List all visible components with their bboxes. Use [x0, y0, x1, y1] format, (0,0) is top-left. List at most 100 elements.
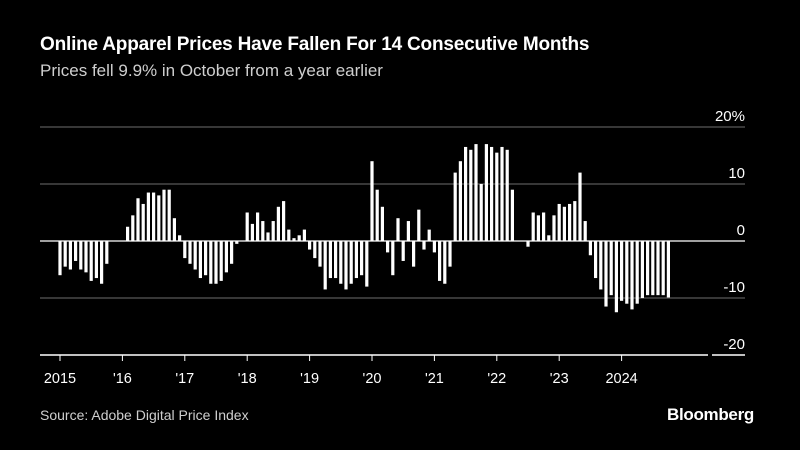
bar: [505, 149, 509, 241]
bar: [656, 241, 660, 296]
bar: [204, 241, 208, 276]
axes: [40, 240, 745, 361]
x-tick-label: '19: [300, 371, 319, 387]
bar: [339, 241, 343, 284]
bar: [105, 241, 109, 264]
x-tick-label: 2015: [44, 371, 76, 387]
bar: [313, 241, 317, 259]
bar: [193, 241, 197, 270]
bar: [162, 189, 166, 241]
bar: [209, 241, 213, 284]
bar: [146, 192, 150, 241]
x-tick-label: '21: [425, 371, 444, 387]
bar: [469, 149, 473, 241]
bar: [604, 241, 608, 307]
bar: [490, 146, 494, 241]
bar: [344, 241, 348, 290]
bar: [495, 152, 499, 241]
bar: [666, 241, 670, 298]
bar: [625, 241, 629, 304]
y-tick-label: -20: [723, 336, 745, 353]
bar: [141, 203, 145, 241]
bar: [432, 241, 436, 253]
bar: [131, 215, 135, 241]
bar: [536, 215, 540, 241]
bar: [172, 218, 176, 241]
x-axis-labels: 2015 '16 '17 '18 '19 '20 '21 '22 '23 2024: [44, 371, 638, 387]
bar: [568, 203, 572, 241]
bar: [198, 241, 202, 279]
bar: [183, 241, 187, 259]
bar: [365, 241, 369, 287]
bar: [526, 241, 530, 247]
bar: [646, 241, 650, 296]
bar: [661, 241, 665, 296]
bar: [510, 189, 514, 241]
bar: [391, 241, 395, 276]
y-tick-label: 0: [737, 222, 745, 239]
x-tick-label: '18: [238, 371, 257, 387]
bar: [547, 235, 551, 241]
bar: [464, 146, 468, 241]
bar: [250, 223, 254, 241]
bar: [438, 241, 442, 281]
bar: [318, 241, 322, 267]
bar: [58, 241, 62, 276]
bar: [282, 201, 286, 241]
bar: [89, 241, 93, 281]
source-note: Source: Adobe Digital Price Index: [40, 407, 249, 423]
bar: [287, 229, 291, 241]
bar: [406, 221, 410, 241]
bar: [219, 241, 223, 281]
bar: [63, 241, 67, 267]
bar: [542, 212, 546, 241]
y-tick-label: 10: [728, 165, 745, 182]
bar: [297, 235, 301, 241]
bar: [479, 184, 483, 241]
x-tick-label: '22: [487, 371, 506, 387]
bar: [448, 241, 452, 267]
bar: [620, 241, 624, 301]
x-tick-label: '16: [113, 371, 132, 387]
bar: [594, 241, 598, 279]
bar: [224, 241, 228, 273]
bar: [178, 235, 182, 241]
bar: [458, 161, 462, 241]
bar: [396, 218, 400, 241]
bar: [401, 241, 405, 261]
bar: [152, 192, 156, 241]
bar: [256, 212, 260, 241]
bar: [640, 241, 644, 298]
bar: [308, 241, 312, 250]
bar: [380, 206, 384, 241]
bar: [500, 146, 504, 241]
bar: [261, 221, 265, 241]
bar: [474, 144, 478, 241]
bar: [651, 241, 655, 296]
chart-subtitle: Prices fell 9.9% in October from a year …: [40, 61, 383, 80]
bar: [126, 226, 130, 241]
bar: [360, 241, 364, 276]
bar: [583, 221, 587, 241]
bar: [417, 209, 421, 241]
x-tick-label: '23: [550, 371, 569, 387]
bar: [578, 172, 582, 241]
x-tick-label: '20: [363, 371, 382, 387]
bar: [157, 195, 161, 241]
bar: [573, 201, 577, 241]
bar: [588, 241, 592, 256]
bar: [84, 241, 88, 273]
bar: [370, 161, 374, 241]
bar: [245, 212, 249, 241]
bar: [484, 144, 488, 241]
bar: [328, 241, 332, 279]
brand-logo: Bloomberg: [666, 405, 754, 424]
x-tick-label: 2024: [605, 371, 637, 387]
bar: [453, 172, 457, 241]
bar: [349, 241, 353, 284]
bar: [635, 241, 639, 304]
bar: [230, 241, 234, 264]
bar: [94, 241, 98, 279]
bar: [323, 241, 327, 290]
